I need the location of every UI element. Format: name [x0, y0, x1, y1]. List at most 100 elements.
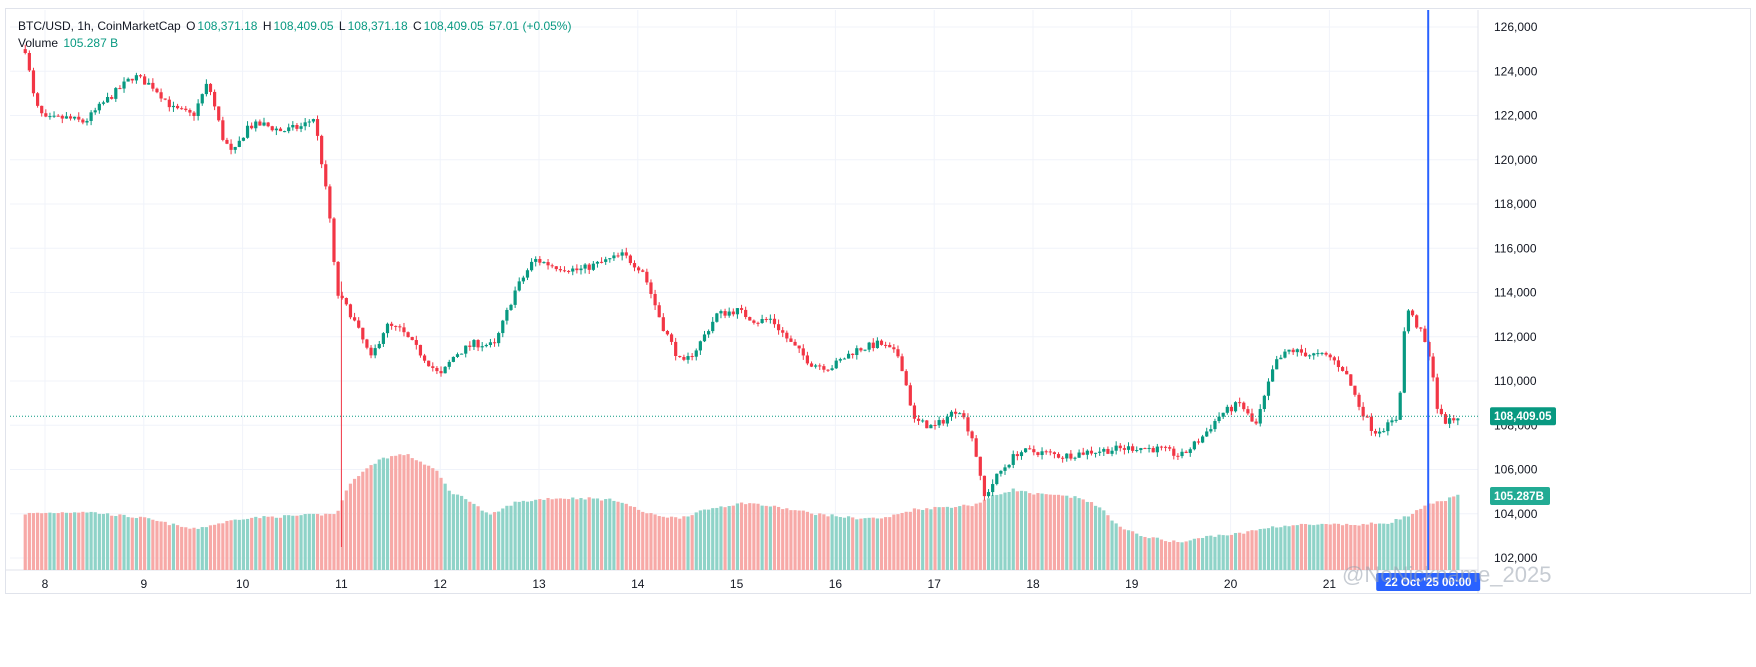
candle-body	[851, 353, 855, 355]
candle-body	[542, 262, 546, 264]
volume-bar	[414, 460, 418, 570]
candle-body	[89, 112, 93, 121]
candle-body	[270, 126, 274, 131]
volume-bar	[1365, 524, 1369, 570]
time-tick-label: 15	[730, 577, 744, 591]
candle-body	[760, 319, 764, 323]
candle-body	[1180, 451, 1184, 457]
volume-bar	[1192, 538, 1196, 570]
volume-bar	[1196, 538, 1201, 570]
volume-bar	[1184, 541, 1188, 570]
volume-bar	[1056, 494, 1061, 570]
volume-bar	[1443, 501, 1448, 570]
candle-body	[451, 356, 455, 362]
candle-body	[1266, 381, 1271, 396]
candle-body	[167, 99, 171, 108]
candle-body	[513, 290, 517, 305]
volume-bar	[896, 514, 900, 570]
volume-bar	[744, 504, 748, 570]
candle-body	[278, 128, 283, 132]
candle-body	[48, 116, 52, 118]
candle-body	[1184, 451, 1188, 453]
volume-bar	[1155, 537, 1159, 570]
volume-bars	[23, 454, 1460, 570]
volume-bar	[324, 513, 328, 570]
candle-body	[1373, 430, 1378, 434]
volume-bar	[513, 501, 517, 570]
volume-bar	[138, 516, 143, 570]
candle-body	[1448, 418, 1452, 424]
candle-body	[93, 110, 97, 113]
volume-label[interactable]: Volume	[18, 36, 59, 50]
volume-bar	[213, 524, 217, 570]
candle-body	[785, 332, 789, 339]
last-price-tag-text: 108,409.05	[1494, 411, 1552, 423]
candle-body	[884, 344, 888, 346]
candle-body	[1312, 353, 1316, 356]
volume-bar	[1176, 542, 1180, 570]
volume-bar	[44, 512, 48, 570]
candle-body	[587, 264, 591, 270]
candle-body	[637, 267, 641, 271]
candle-body	[793, 341, 797, 346]
volume-bar	[143, 517, 147, 570]
symbol-label[interactable]: BTC/USD, 1h, CoinMarketCap	[18, 19, 181, 33]
candle-body	[1131, 446, 1135, 451]
volume-bar	[385, 458, 390, 570]
volume-bar	[735, 503, 740, 570]
volume-bar	[707, 509, 711, 570]
candle-body	[904, 371, 908, 386]
candle-body	[460, 353, 464, 355]
volume-bar	[1324, 523, 1328, 570]
volume-bar	[546, 497, 550, 570]
volume-bar	[1089, 502, 1094, 570]
volume-bar	[262, 516, 266, 570]
volume-bar	[398, 454, 402, 570]
volume-bar	[97, 513, 101, 570]
volume-bar	[1250, 530, 1254, 570]
volume-bar	[241, 519, 246, 570]
volume-bar	[464, 499, 468, 570]
volume-bar	[1205, 535, 1209, 570]
volume-bar	[1209, 535, 1213, 570]
candle-body	[1205, 431, 1209, 437]
candle-body	[44, 113, 48, 117]
volume-bar	[517, 501, 521, 570]
volume-bar	[925, 508, 929, 570]
volume-bar	[628, 506, 632, 570]
volume-bar	[776, 506, 781, 570]
volume-bar	[1291, 525, 1295, 570]
candle-body	[830, 368, 834, 370]
candle-body	[1270, 369, 1275, 382]
candle-body	[361, 327, 365, 340]
volume-bar	[250, 517, 254, 570]
candle-body	[1246, 409, 1250, 414]
price-axis[interactable]: 102,000104,000106,000108,000110,000112,0…	[1494, 20, 1538, 565]
candle-body	[1225, 406, 1229, 413]
candle-body	[982, 475, 987, 497]
volume-bar	[254, 516, 258, 570]
candle-body	[694, 350, 698, 357]
candle-body	[723, 311, 727, 316]
candle-body	[1102, 448, 1106, 452]
volume-bar	[151, 519, 155, 570]
candle-body	[801, 348, 805, 356]
volume-bar	[764, 505, 768, 570]
candle-body	[122, 81, 126, 89]
volume-bar	[1098, 507, 1102, 570]
candle-body	[138, 75, 143, 77]
volume-bar	[604, 499, 608, 570]
volume-bar	[443, 483, 447, 570]
volume-bar	[1135, 533, 1139, 570]
volume-bar	[365, 468, 369, 570]
candle-body	[1114, 445, 1118, 451]
candle-body	[707, 331, 711, 335]
volume-bar	[781, 509, 785, 570]
volume-bar	[468, 501, 472, 570]
volume-bar	[336, 510, 340, 570]
volume-bar	[1456, 494, 1460, 570]
volume-bar	[1110, 520, 1114, 570]
candle-body	[1443, 414, 1448, 424]
time-axis[interactable]: 8 9 10 11 12 13 14 15 16 17 18 19 20 21	[42, 577, 1337, 591]
